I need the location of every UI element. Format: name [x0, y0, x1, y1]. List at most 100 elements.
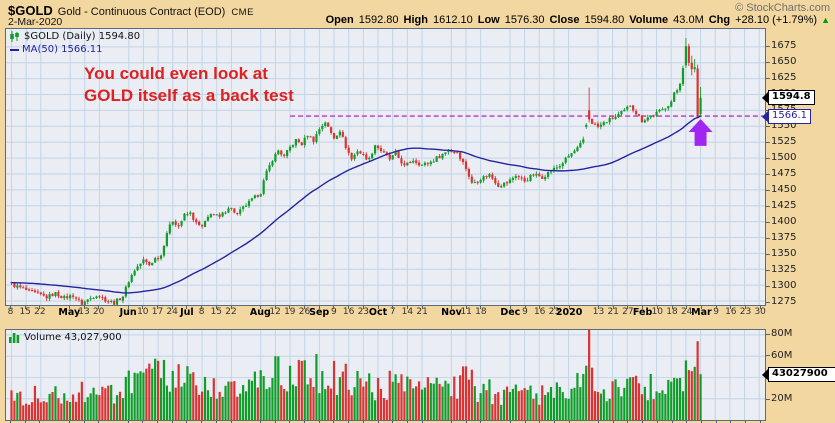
x-axis-tick — [524, 421, 526, 423]
x-axis-label: 17 — [151, 307, 164, 317]
x-axis-tick — [142, 306, 144, 309]
x-axis-label: 18 — [475, 307, 487, 317]
price-axis-label: 1550 — [771, 120, 797, 131]
x-axis-label: Oct — [368, 307, 388, 318]
x-axis-tick — [671, 421, 673, 423]
price-axis-tick — [766, 61, 770, 63]
x-axis-label: 24 — [166, 307, 178, 317]
x-axis-tick — [215, 306, 217, 309]
price-axis-tick — [766, 237, 770, 239]
x-axis-tick — [465, 421, 467, 423]
price-axis-tick — [766, 125, 770, 127]
low-value: 1576.30 — [504, 14, 545, 26]
exchange: CME — [231, 7, 254, 18]
x-axis-tick — [539, 421, 541, 423]
x-axis-label: Sep — [309, 307, 330, 318]
x-axis-label: 9 — [713, 307, 719, 317]
price-axis-label: 1425 — [771, 200, 797, 211]
volume-axis-tick — [766, 355, 770, 357]
volume-axis-tick — [766, 398, 770, 400]
ma50-line — [11, 115, 701, 294]
x-axis-tick — [157, 421, 158, 423]
ma-legend: MA(50) 1566.11 — [10, 44, 103, 55]
x-axis-tick — [318, 421, 320, 423]
x-axis-tick — [362, 306, 364, 309]
x-axis-tick — [333, 421, 335, 423]
open-label: Open — [325, 14, 354, 26]
volume-axis-label: 80M — [771, 328, 793, 339]
price-legend-text: $GOLD (Daily) 1594.80 — [24, 31, 141, 42]
price-grid — [6, 29, 765, 305]
x-axis-label: 21 — [607, 307, 619, 317]
x-axis-label: 22 — [225, 307, 237, 317]
x-axis-tick — [289, 306, 291, 309]
x-axis-label: 13 — [78, 307, 90, 317]
last-price-label: 1594.8 — [762, 90, 815, 106]
price-axis-label: 1475 — [771, 168, 797, 179]
volume-axis-label: 60M — [771, 349, 793, 361]
annotation-line-2: GOLD itself as a back test — [84, 86, 294, 105]
x-axis-tick — [83, 421, 85, 423]
x-axis-tick — [480, 421, 482, 423]
x-axis-tick — [759, 421, 761, 423]
x-axis-tick — [10, 421, 11, 423]
ma-value-label: 1566.1 — [762, 108, 811, 124]
x-axis-tick — [186, 421, 188, 423]
x-axis-tick — [392, 306, 394, 309]
x-axis-tick — [274, 421, 276, 423]
price-axis-label: 1450 — [771, 184, 797, 195]
volume-label: Volume — [629, 14, 669, 26]
price-axis-label: 1275 — [771, 296, 797, 307]
x-axis-tick — [745, 306, 746, 309]
close-value: 1594.80 — [584, 14, 625, 26]
x-axis-tick — [465, 306, 467, 309]
x-axis-tick — [304, 421, 305, 423]
x-axis-tick — [686, 306, 688, 309]
volume-value: 43.0M — [673, 14, 704, 26]
x-axis-tick — [642, 421, 644, 423]
x-axis-label: Feb — [632, 307, 653, 318]
price-axis-label: 1500 — [771, 152, 797, 163]
volume-legend-text: Volume 43,027,900 — [24, 332, 122, 343]
x-axis-tick — [627, 306, 629, 309]
x-axis-label: 15 — [210, 307, 223, 317]
x-axis-label: 24 — [680, 307, 693, 317]
volume-pane — [5, 329, 766, 421]
price-axis-tick — [766, 221, 770, 223]
price-legend: $GOLD (Daily) 1594.80 — [9, 31, 140, 42]
price-axis-label: 1350 — [771, 248, 797, 259]
candle-bodies — [10, 46, 702, 305]
x-axis-tick — [480, 306, 482, 309]
x-axis-tick — [451, 421, 452, 423]
volume-axis-tick — [766, 333, 770, 335]
x-axis-label: 21 — [416, 307, 428, 317]
x-axis-tick — [318, 306, 320, 309]
x-axis-tick — [259, 306, 261, 309]
x-axis-label: 23 — [548, 307, 561, 317]
x-axis-tick — [333, 306, 335, 309]
x-axis-label: 2020 — [555, 307, 583, 318]
ma-legend-text: MA(50) 1566.11 — [22, 44, 103, 55]
x-axis-tick — [348, 306, 350, 309]
x-axis-tick — [377, 421, 379, 423]
x-axis-tick — [39, 306, 41, 309]
x-axis-tick — [745, 421, 746, 423]
x-axis-tick — [304, 306, 305, 309]
volume-bars — [10, 330, 702, 420]
x-axis-tick — [686, 421, 688, 423]
x-axis-label: 14 — [401, 307, 414, 317]
x-axis-tick — [215, 421, 217, 423]
x-axis-label: 13 — [592, 307, 605, 317]
x-axis-tick — [642, 306, 644, 309]
x-axis-tick — [362, 421, 364, 423]
x-axis-tick — [612, 306, 614, 309]
x-axis-tick — [656, 306, 658, 309]
price-axis-tick — [766, 173, 770, 175]
x-axis-label: 16 — [533, 307, 546, 317]
volume-legend: Volume 43,027,900 — [9, 332, 122, 343]
chart-date: 2-Mar-2020 — [8, 16, 63, 28]
price-pane — [5, 28, 766, 306]
x-axis-tick — [230, 421, 232, 423]
x-axis-tick — [274, 306, 276, 309]
x-axis-tick — [553, 306, 555, 309]
